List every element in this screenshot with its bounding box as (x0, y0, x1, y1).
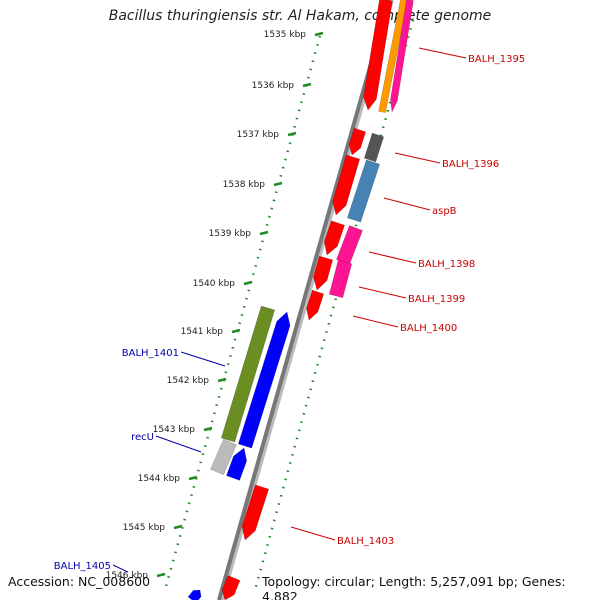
gene-label-right: BALH_1396 (442, 159, 499, 170)
tick-label: 1542 kbp (167, 376, 210, 386)
tick-mark (156, 572, 166, 578)
gene-red-aspb (332, 154, 361, 216)
gene-label-left: BALH_1405 (54, 561, 111, 572)
tick-label: 1543 kbp (153, 425, 196, 435)
summary-text: Topology: circular; Length: 5,257,091 bp… (262, 574, 566, 600)
gene-blue-1402 (237, 311, 291, 449)
tick-mark (302, 82, 312, 88)
gene-label-right: BALH_1399 (408, 294, 465, 305)
gene-label-right: aspB (432, 206, 457, 217)
callout-line (180, 351, 226, 367)
backbone (217, 0, 391, 600)
inner-dotted-track (163, 35, 322, 591)
tick-label: 1538 kbp (223, 180, 266, 190)
gene-blue-bottom (187, 589, 202, 600)
tick-mark (188, 475, 198, 481)
gene-blue-recu (226, 447, 248, 481)
gene-red-1398 (323, 220, 346, 256)
gene-pink-1399 (328, 259, 353, 299)
tick-mark (217, 377, 227, 383)
genome-title: Bacillus thuringiensis str. Al Hakam, co… (108, 8, 492, 24)
gene-label-right: BALH_1395 (468, 54, 525, 65)
tick-mark (243, 280, 253, 286)
gene-red-bottom (221, 575, 241, 600)
gene-red-small (348, 127, 367, 156)
tick-label: 1544 kbp (138, 474, 181, 484)
gene-balh-1395-red (363, 0, 393, 111)
gene-red-1403 (241, 484, 270, 541)
outer-dotted-track (253, 19, 415, 591)
tick-label: 1540 kbp (193, 279, 236, 289)
gene-red-1399 (313, 255, 334, 291)
gene-gray-block (363, 132, 385, 163)
tick-label: 1536 kbp (252, 81, 295, 91)
tick-label: 1539 kbp (209, 229, 252, 239)
gene-red-1400 (306, 289, 325, 321)
callout-line (418, 47, 467, 59)
callout-line (358, 286, 407, 299)
gene-label-right: BALH_1403 (337, 536, 394, 547)
tick-mark (231, 328, 241, 334)
gene-label-right: BALH_1400 (400, 323, 457, 334)
tick-label: 1541 kbp (181, 327, 224, 337)
tick-mark (273, 181, 283, 187)
gene-pink-block (390, 0, 414, 114)
gene-orange-block (378, 0, 408, 114)
backbone-shadow (220, 0, 394, 600)
tick-mark (287, 131, 297, 137)
gene-label-left: recU (131, 432, 154, 443)
tick-label: 1535 kbp (264, 30, 307, 40)
gene-balh-1401-green (220, 305, 276, 443)
gene-label-left: BALH_1401 (122, 348, 179, 359)
callout-group: BALH_1395 BALH_1396 aspB BALH_1398 BALH_1399… (54, 47, 525, 573)
callout-line (352, 315, 399, 328)
tick-label: 1546 kbp (106, 571, 149, 581)
tick-group: 1535 kbp 1536 kbp 1537 kbp 1538 kbp 1539 kbp… (106, 30, 324, 581)
callout-line (383, 197, 431, 211)
gene-aspb-steel (346, 159, 381, 223)
gene-group (187, 0, 414, 600)
gene-label-right: BALH_1398 (418, 259, 475, 270)
tick-label: 1537 kbp (237, 130, 280, 140)
callout-line (368, 251, 417, 264)
tick-mark (259, 230, 269, 236)
tick-mark (203, 426, 213, 432)
accession-text: Accession: NC_008600 (8, 574, 151, 589)
callout-line (394, 152, 441, 164)
gene-recu-gray (210, 438, 237, 476)
tick-mark (314, 31, 324, 37)
callout-line (290, 526, 336, 541)
callout-line (155, 435, 202, 453)
callout-line (112, 564, 129, 573)
tick-label: 1545 kbp (123, 523, 166, 533)
tick-mark (173, 524, 183, 530)
